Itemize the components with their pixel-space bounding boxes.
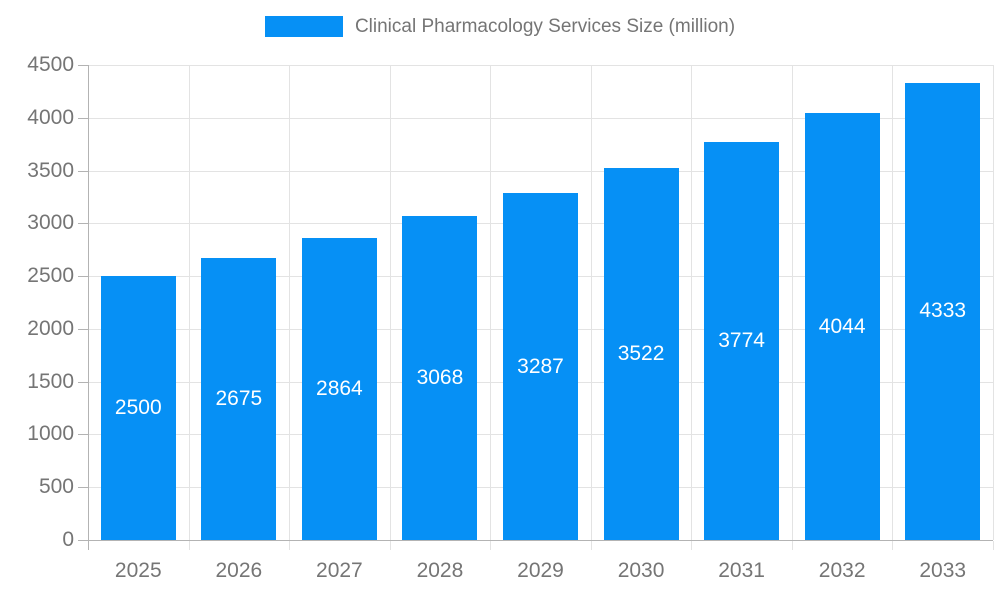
y-axis-label: 4500: [27, 53, 74, 76]
x-axis-label: 2028: [416, 559, 464, 582]
gridline-vertical: [691, 65, 693, 540]
gridline-vertical: [490, 65, 492, 540]
bar[interactable]: 3068: [402, 216, 478, 540]
x-axis-tick: [88, 541, 89, 550]
x-axis-tick: [289, 541, 291, 550]
x-axis-label: 2025: [114, 559, 162, 582]
bar[interactable]: 3287: [503, 193, 578, 540]
x-axis-label: 2031: [718, 559, 765, 582]
bar-value-label: 4333: [919, 299, 967, 323]
bar-value-label: 2864: [316, 376, 363, 400]
bar[interactable]: 2500: [100, 276, 176, 540]
x-axis-label: 2033: [919, 559, 967, 582]
y-axis-tick: [78, 434, 88, 436]
x-axis-tick: [389, 541, 391, 550]
y-axis-label: 4000: [27, 105, 74, 129]
bar-value-label: 4044: [818, 314, 866, 338]
y-axis-tick: [78, 223, 88, 225]
gridline-vertical: [791, 65, 793, 540]
x-axis-tick: [691, 541, 693, 550]
x-axis-label: 2032: [818, 559, 866, 582]
legend-item[interactable]: Clinical Pharmacology Services Size (mil…: [0, 16, 1000, 37]
y-axis-label: 500: [38, 475, 74, 499]
y-axis-label: 2000: [27, 316, 74, 340]
legend-label: Clinical Pharmacology Services Size (mil…: [354, 16, 736, 37]
bar[interactable]: 4333: [905, 82, 981, 540]
bar[interactable]: 3522: [603, 168, 679, 540]
y-axis-tick: [78, 328, 88, 330]
bar-value-label: 3774: [718, 328, 765, 352]
y-axis-label: 2500: [27, 264, 74, 288]
x-axis-label: 2027: [316, 559, 363, 582]
y-axis-line: [88, 65, 89, 540]
bar-value-label: 2500: [114, 396, 162, 420]
bar[interactable]: 2864: [301, 237, 377, 540]
gridline-horizontal: [88, 117, 993, 119]
bar[interactable]: 4044: [804, 113, 880, 540]
gridline-horizontal: [88, 65, 993, 66]
gridline-vertical: [590, 65, 592, 540]
gridline-vertical: [993, 65, 994, 540]
x-axis-tick: [993, 541, 994, 550]
gridline-vertical: [188, 65, 190, 540]
y-axis-tick: [78, 276, 88, 278]
y-axis-tick: [78, 170, 88, 172]
y-axis-label: 1500: [27, 369, 74, 393]
bar[interactable]: 3774: [704, 141, 780, 540]
y-axis-tick: [78, 381, 88, 383]
y-axis-label: 1000: [27, 422, 74, 446]
gridline-vertical: [892, 65, 894, 540]
y-axis-label: 3500: [27, 158, 74, 182]
x-axis-tick: [188, 541, 190, 550]
x-axis-tick: [590, 541, 592, 550]
x-axis-tick: [490, 541, 492, 550]
x-axis-line: [88, 540, 993, 541]
bar-value-label: 3522: [617, 342, 665, 366]
bar-value-label: 3287: [517, 354, 564, 378]
y-axis-tick: [78, 117, 88, 119]
y-axis-tick: [78, 540, 88, 541]
x-axis-tick: [892, 541, 894, 550]
y-axis-tick: [78, 487, 88, 489]
bar-value-label: 2675: [215, 386, 263, 410]
y-axis-tick: [78, 65, 88, 66]
x-axis-label: 2026: [215, 559, 263, 582]
gridline-vertical: [289, 65, 291, 540]
y-axis-label: 3000: [27, 211, 74, 235]
legend-swatch: [264, 16, 343, 37]
x-axis-label: 2030: [617, 559, 665, 582]
y-axis-label: 0: [62, 528, 74, 551]
bar[interactable]: 2675: [201, 257, 277, 540]
x-axis-tick: [791, 541, 793, 550]
x-axis-label: 2029: [517, 559, 564, 582]
gridline-horizontal: [88, 170, 993, 172]
bar-value-label: 3068: [416, 366, 464, 390]
gridline-vertical: [389, 65, 391, 540]
